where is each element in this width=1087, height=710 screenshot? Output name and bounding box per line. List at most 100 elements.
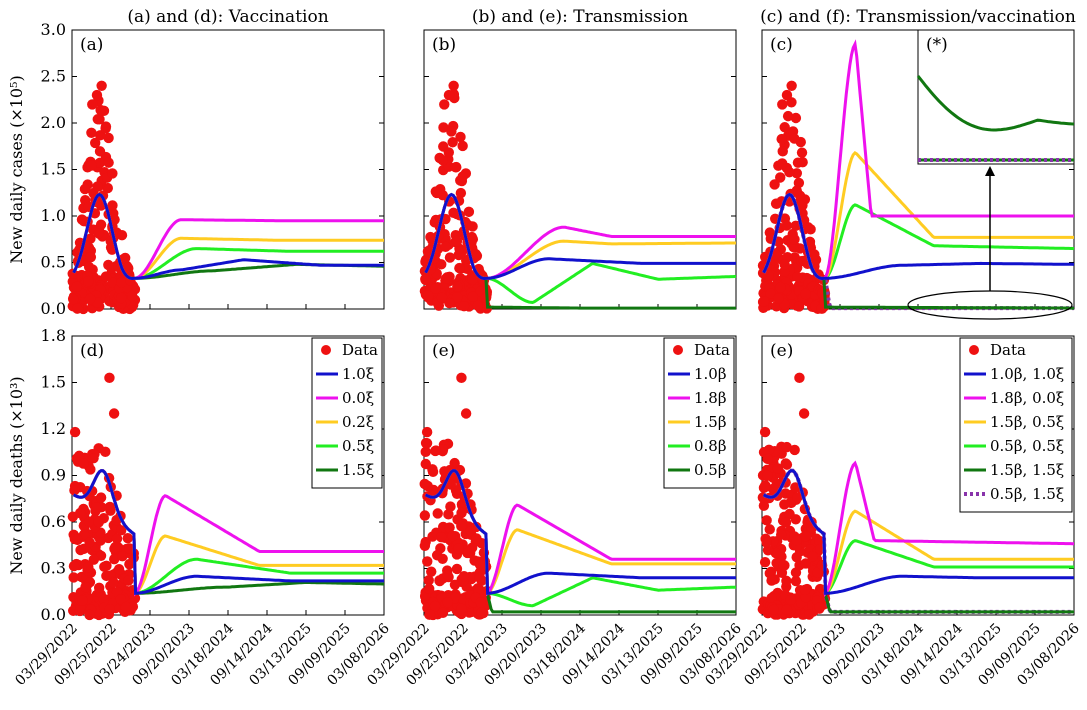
data-point: [96, 80, 107, 92]
data-point: [452, 281, 463, 292]
data-point: [83, 261, 95, 273]
y-tick-label: 2.5: [41, 67, 66, 86]
y-tick-label: 2.0: [41, 113, 66, 132]
data-point: [419, 510, 431, 521]
data-point: [83, 275, 94, 287]
y-axis-labels: New daily cases (×10⁵) New daily deaths (…: [7, 75, 26, 574]
data-point: [86, 160, 97, 171]
data-point: [67, 293, 79, 305]
data-point: [115, 593, 126, 605]
data-point: [790, 482, 801, 493]
data-point: [447, 530, 458, 542]
data-point: [778, 559, 789, 571]
data-point: [92, 181, 103, 192]
data-point: [770, 198, 782, 209]
data-point: [444, 252, 456, 263]
data-point: [759, 557, 771, 568]
data-point: [798, 408, 810, 419]
data-point: [784, 508, 795, 520]
data-point: [124, 543, 135, 554]
data-point: [429, 600, 441, 612]
data-point: [785, 594, 796, 605]
data-point: [773, 293, 784, 304]
data-point: [796, 147, 808, 158]
legend-entry: 1.0ξ: [342, 365, 374, 383]
y-axis-label-row-2: New daily deaths (×10³): [7, 376, 26, 574]
data-point: [84, 609, 95, 621]
y-tick-label: 3.0: [41, 20, 66, 39]
data-point: [443, 509, 454, 520]
legend: Data 1.0β, 1.0ξ 1.8β, 0.0ξ 1.5β, 0.5ξ 0.5β, …: [959, 337, 1073, 513]
data-point: [68, 560, 80, 572]
data-point: [442, 597, 453, 608]
panel-label: (c): [770, 35, 793, 55]
legend-entry: 0.5β, 0.5ξ: [990, 437, 1064, 455]
data-point: [779, 499, 790, 510]
data-point: [447, 137, 458, 148]
data-point: [102, 182, 113, 194]
data-point: [768, 604, 780, 615]
series-line-blue: [762, 192, 1075, 281]
data-point: [775, 282, 786, 293]
y-tick-label: 0.9: [41, 466, 66, 485]
data-point: [442, 569, 453, 580]
legend-entry: 0.5ξ: [342, 437, 374, 455]
panel-a: 0.0 0.5 1.0 1.5 2.0 2.5 3.0 (a): [41, 20, 385, 318]
legend-entry: 0.0ξ: [342, 389, 374, 407]
data-point: [776, 158, 788, 169]
data-point: [472, 300, 484, 311]
data-point: [777, 99, 788, 110]
data-point: [77, 595, 88, 606]
panel-label: (a): [80, 35, 103, 55]
data-point: [426, 566, 437, 577]
data-point: [437, 607, 449, 619]
data-point: [439, 99, 450, 110]
data-point: [104, 604, 116, 615]
data-point: [94, 114, 105, 125]
data-point: [776, 133, 787, 145]
data-point: [98, 594, 110, 605]
series-line-blue: [424, 192, 736, 281]
data-point: [775, 172, 786, 183]
data-point: [765, 288, 776, 299]
data-point: [793, 301, 805, 312]
data-point: [779, 122, 790, 133]
data-point: [80, 581, 91, 593]
data-point: [467, 273, 478, 285]
y-tick-label: 0.0: [41, 605, 66, 624]
data-point: [95, 104, 106, 116]
data-point: [443, 147, 454, 158]
legend-entry: 1.8β, 0.0ξ: [990, 389, 1064, 407]
data-point: [110, 541, 121, 553]
data-point: [68, 572, 79, 583]
data-point: [771, 479, 782, 491]
data-point: [790, 575, 802, 587]
data-point: [115, 525, 127, 536]
column-titles: (a) and (d): Vaccination (b) and (e): Tra…: [127, 7, 1076, 27]
data-point: [88, 453, 99, 464]
legend-marker-data: [969, 345, 979, 355]
data-point: [117, 550, 128, 562]
y-tick-label: 0.3: [41, 559, 66, 578]
data-point: [814, 535, 825, 547]
legend-box: [663, 337, 735, 489]
y-tick-label: 1.2: [41, 419, 66, 438]
legend-entry: 1.0β, 1.0ξ: [990, 365, 1064, 383]
data-point: [436, 259, 447, 270]
data-point: [781, 604, 793, 616]
data-point: [103, 132, 114, 144]
data-point: [780, 458, 791, 469]
data-point: [71, 281, 83, 292]
data-point: [449, 579, 461, 591]
data-point: [94, 157, 106, 169]
legend: Data 1.0β 1.8β 1.5β 0.8β 0.5β: [663, 337, 735, 489]
column-title-2: (b) and (e): Transmission: [472, 7, 688, 27]
series-line-blue: [72, 469, 384, 595]
data-point: [789, 444, 800, 456]
data-point: [87, 99, 98, 110]
panel-c: (c) (*): [757, 29, 1075, 320]
data-point: [766, 592, 777, 604]
data-point: [456, 520, 467, 532]
data-point: [122, 262, 133, 273]
data-point: [797, 156, 808, 168]
